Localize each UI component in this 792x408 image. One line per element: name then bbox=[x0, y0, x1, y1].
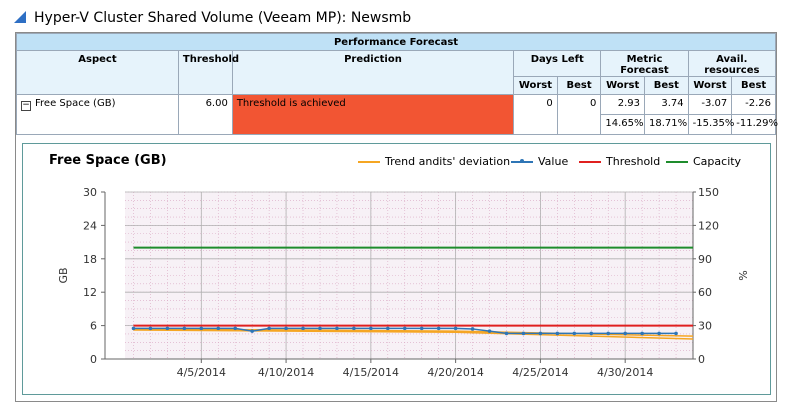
days-best-cell: 0 bbox=[556, 94, 602, 135]
content-frame bbox=[15, 32, 777, 402]
value-point bbox=[199, 326, 204, 331]
legend-capacity: Capacity bbox=[666, 155, 741, 168]
y-tick-label: 30 bbox=[83, 186, 97, 199]
value-point bbox=[131, 326, 136, 331]
y2-tick-label: 120 bbox=[698, 219, 719, 232]
x-tick-label: 4/30/2014 bbox=[597, 366, 653, 379]
col-days-worst[interactable]: Worst bbox=[513, 76, 558, 95]
value-point bbox=[640, 331, 644, 336]
value-point bbox=[487, 329, 492, 333]
value-point bbox=[335, 326, 339, 331]
y2-tick-label: 0 bbox=[698, 353, 705, 366]
col-avail-worst[interactable]: Worst bbox=[687, 76, 733, 95]
value-point bbox=[521, 331, 526, 336]
table-row: 14.65% 18.71% -15.35% -11.29% bbox=[17, 114, 778, 135]
prediction-cell: Threshold is achieved bbox=[231, 94, 515, 135]
group-header: Performance Forecast bbox=[16, 33, 776, 51]
legend-capacity-label: Capacity bbox=[693, 155, 742, 168]
window-title-text: Hyper-V Cluster Shared Volume (Veeam MP)… bbox=[34, 10, 412, 26]
value-point bbox=[606, 331, 611, 336]
value-point bbox=[216, 326, 221, 331]
x-tick-label: 4/20/2014 bbox=[427, 366, 483, 379]
y2-axis-label: % bbox=[736, 270, 749, 280]
y2-tick-label: 90 bbox=[698, 253, 712, 266]
metric-best-pct-cell: 18.71% bbox=[644, 114, 689, 135]
y-tick-label: 0 bbox=[90, 353, 97, 366]
value-point bbox=[369, 326, 373, 331]
header-triangle-icon bbox=[14, 11, 26, 23]
collapse-icon[interactable]: − bbox=[21, 100, 31, 111]
value-point bbox=[182, 326, 187, 331]
value-point bbox=[267, 326, 271, 331]
col-metric-forecast[interactable]: Metric Forecast bbox=[600, 50, 689, 77]
value-point bbox=[657, 331, 661, 336]
value-point bbox=[572, 331, 577, 336]
value-point bbox=[284, 326, 288, 331]
chart-panel bbox=[22, 143, 771, 395]
aspect-label: Free Space (GB) bbox=[35, 98, 116, 109]
legend-value-swatch bbox=[511, 158, 533, 163]
y-axis-label: GB bbox=[57, 267, 70, 283]
value-point bbox=[301, 326, 305, 331]
col-days-left[interactable]: Days Left bbox=[513, 50, 602, 77]
trend-deviation-line bbox=[133, 329, 694, 340]
value-point bbox=[233, 326, 238, 331]
value-point bbox=[555, 331, 560, 336]
value-point bbox=[250, 329, 254, 333]
legend-trend-swatch bbox=[358, 160, 380, 163]
window-title: Hyper-V Cluster Shared Volume (Veeam MP)… bbox=[14, 9, 411, 27]
col-avail-best[interactable]: Best bbox=[731, 76, 776, 95]
legend-trend-label: Trend andits' deviation bbox=[385, 155, 511, 168]
value-point bbox=[623, 331, 627, 336]
value-point bbox=[589, 331, 594, 336]
x-tick-label: 4/15/2014 bbox=[343, 366, 399, 379]
legend-threshold: Threshold bbox=[579, 155, 660, 168]
metric-worst-cell: 2.93 bbox=[600, 94, 645, 115]
x-tick-label: 4/10/2014 bbox=[258, 366, 314, 379]
legend-threshold-label: Threshold bbox=[606, 155, 661, 168]
legend-trend: Trend andits' deviation bbox=[358, 155, 510, 168]
col-avail-resources[interactable]: Avail. resources bbox=[687, 50, 777, 77]
value-point bbox=[165, 326, 170, 331]
y-tick-label: 6 bbox=[90, 320, 97, 333]
legend-threshold-swatch bbox=[579, 160, 601, 163]
y2-tick-label: 60 bbox=[698, 286, 712, 299]
x-tick-label: 4/5/2014 bbox=[177, 366, 226, 379]
value-point bbox=[318, 326, 322, 331]
value-point bbox=[453, 326, 458, 331]
col-metric-best[interactable]: Best bbox=[644, 76, 689, 95]
y-tick-label: 12 bbox=[83, 286, 97, 299]
avail-best-pct-cell: -11.29% bbox=[731, 114, 778, 135]
value-point bbox=[352, 326, 356, 331]
value-point bbox=[538, 331, 543, 336]
table-row[interactable]: − Free Space (GB) 6.00 Threshold is achie… bbox=[16, 94, 776, 135]
value-point bbox=[436, 326, 441, 331]
performance-forecast-table: Performance Forecast Aspect Threshold Pr… bbox=[16, 33, 778, 135]
y2-tick-label: 30 bbox=[698, 320, 712, 333]
avail-best-cell: -2.26 bbox=[731, 94, 776, 115]
legend-value: Value bbox=[511, 155, 568, 168]
value-point bbox=[504, 331, 509, 336]
days-worst-cell: 0 bbox=[513, 94, 558, 135]
threshold-cell: 6.00 bbox=[177, 94, 233, 135]
y2-tick-label: 150 bbox=[698, 186, 719, 199]
chart-title: Free Space (GB) bbox=[49, 153, 167, 168]
legend-value-label: Value bbox=[538, 155, 569, 168]
avail-worst-pct-cell: -15.35% bbox=[687, 114, 734, 135]
value-point bbox=[674, 331, 678, 336]
value-point bbox=[386, 326, 390, 331]
legend-capacity-swatch bbox=[666, 160, 688, 163]
aspect-cell[interactable]: − Free Space (GB) bbox=[16, 94, 179, 135]
value-point bbox=[470, 327, 475, 331]
y-tick-label: 24 bbox=[83, 219, 97, 232]
value-point bbox=[402, 326, 407, 331]
x-tick-label: 4/25/2014 bbox=[512, 366, 568, 379]
y-tick-label: 18 bbox=[83, 253, 97, 266]
col-threshold[interactable]: Threshold bbox=[177, 50, 239, 95]
value-point bbox=[419, 326, 424, 331]
value-point bbox=[148, 326, 153, 331]
